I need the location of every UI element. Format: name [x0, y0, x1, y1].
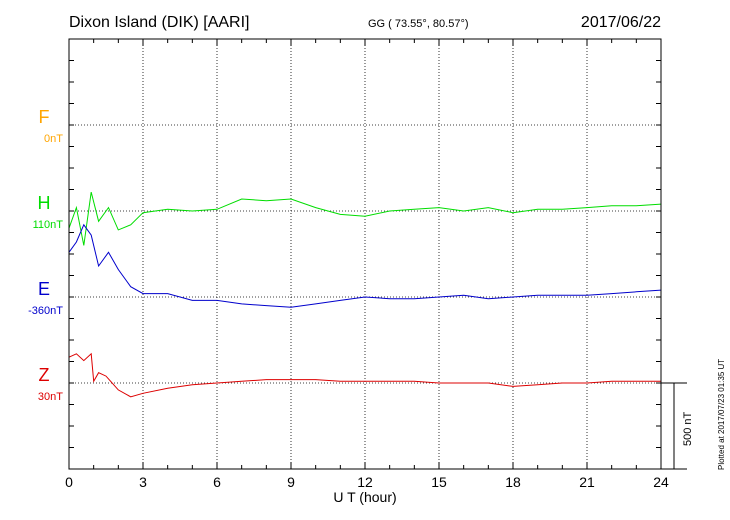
channel-baseline-F: 0nT: [44, 133, 63, 145]
x-tick-labels: 0 3 6 9 12 15 18 21 24: [65, 474, 669, 490]
channel-labels: F 0nT H 110nT E -360nT Z 30nT: [28, 107, 63, 403]
x-tick-label: 24: [653, 474, 669, 490]
x-tick-label: 12: [357, 474, 373, 490]
scale-bar: 500 nT: [661, 382, 694, 470]
channel-baseline-H: 110nT: [33, 219, 64, 231]
x-tick-label: 0: [65, 474, 73, 490]
channel-label-Z: Z: [39, 365, 50, 385]
series-line-E: [68, 223, 662, 308]
plot-frame: [68, 38, 662, 470]
chart-date: 2017/06/22: [581, 14, 661, 31]
channel-baseline-Z: 30nT: [38, 391, 63, 403]
channel-baseline-E: -360nT: [28, 305, 63, 317]
x-tick-label: 21: [579, 474, 595, 490]
x-tick-label: 6: [213, 474, 221, 490]
series-line-H: [68, 191, 662, 246]
series-line-Z: [68, 352, 661, 398]
scale-label: 500 nT: [682, 411, 694, 446]
channel-label-H: H: [38, 193, 51, 213]
x-tick-label: 15: [431, 474, 447, 490]
plotted-timestamp: Plotted at 2017/07/23 01:35 UT: [717, 359, 726, 470]
x-tick-label: 9: [287, 474, 295, 490]
channel-label-E: E: [38, 279, 50, 299]
station-title: Dixon Island (DIK) [AARI]: [69, 14, 250, 31]
x-tick-label: 3: [139, 474, 147, 490]
gridlines: [69, 39, 661, 469]
axis-ticks: [68, 39, 662, 469]
x-axis-label: U T (hour): [333, 489, 396, 505]
station-coordinates: GG ( 73.55°, 80.57°): [368, 18, 469, 30]
data-lines: [68, 191, 662, 398]
x-tick-label: 18: [505, 474, 521, 490]
channel-label-F: F: [39, 107, 50, 127]
